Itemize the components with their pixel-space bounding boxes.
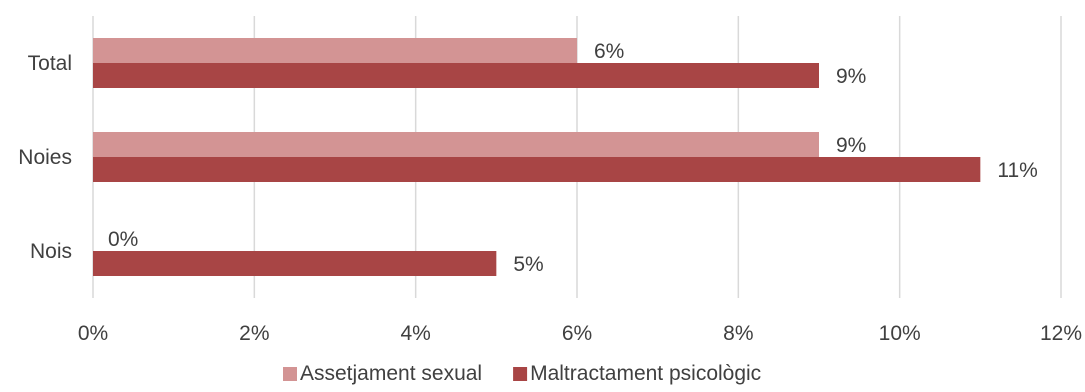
legend: Assetjament sexual Maltractament psicològ… (283, 362, 761, 385)
x-tick-label: 6% (562, 322, 592, 345)
data-label: 5% (513, 253, 543, 276)
x-tick-label: 8% (723, 322, 753, 345)
x-tick-label: 4% (400, 322, 430, 345)
legend-label: Assetjament sexual (300, 362, 482, 385)
legend-swatch (283, 367, 297, 381)
data-label: 11% (997, 159, 1037, 182)
bar (93, 157, 981, 182)
category-label: Nois (30, 240, 72, 263)
data-label: 9% (836, 65, 866, 88)
data-label: 6% (594, 40, 624, 63)
bar (93, 132, 819, 157)
x-tick-label: 10% (879, 322, 921, 345)
category-label: Noies (18, 146, 72, 169)
data-label: 0% (108, 228, 138, 251)
x-tick-label: 0% (78, 322, 108, 345)
data-label: 9% (836, 134, 866, 157)
legend-label: Maltractament psicològic (530, 362, 761, 385)
x-tick-label: 2% (239, 322, 269, 345)
bar (93, 63, 819, 88)
x-tick-label: 12% (1040, 322, 1082, 345)
category-label: Total (28, 52, 72, 75)
legend-swatch (513, 367, 528, 381)
label-layer: 6% 9% 9% 11% 0% 5% (108, 40, 1038, 276)
bar (93, 251, 497, 276)
axis-layer: 0% 2% 4% 6% 8% 10% 12% Total Noies Nois (18, 52, 1082, 345)
bar (93, 38, 577, 63)
bar-layer (93, 38, 981, 276)
